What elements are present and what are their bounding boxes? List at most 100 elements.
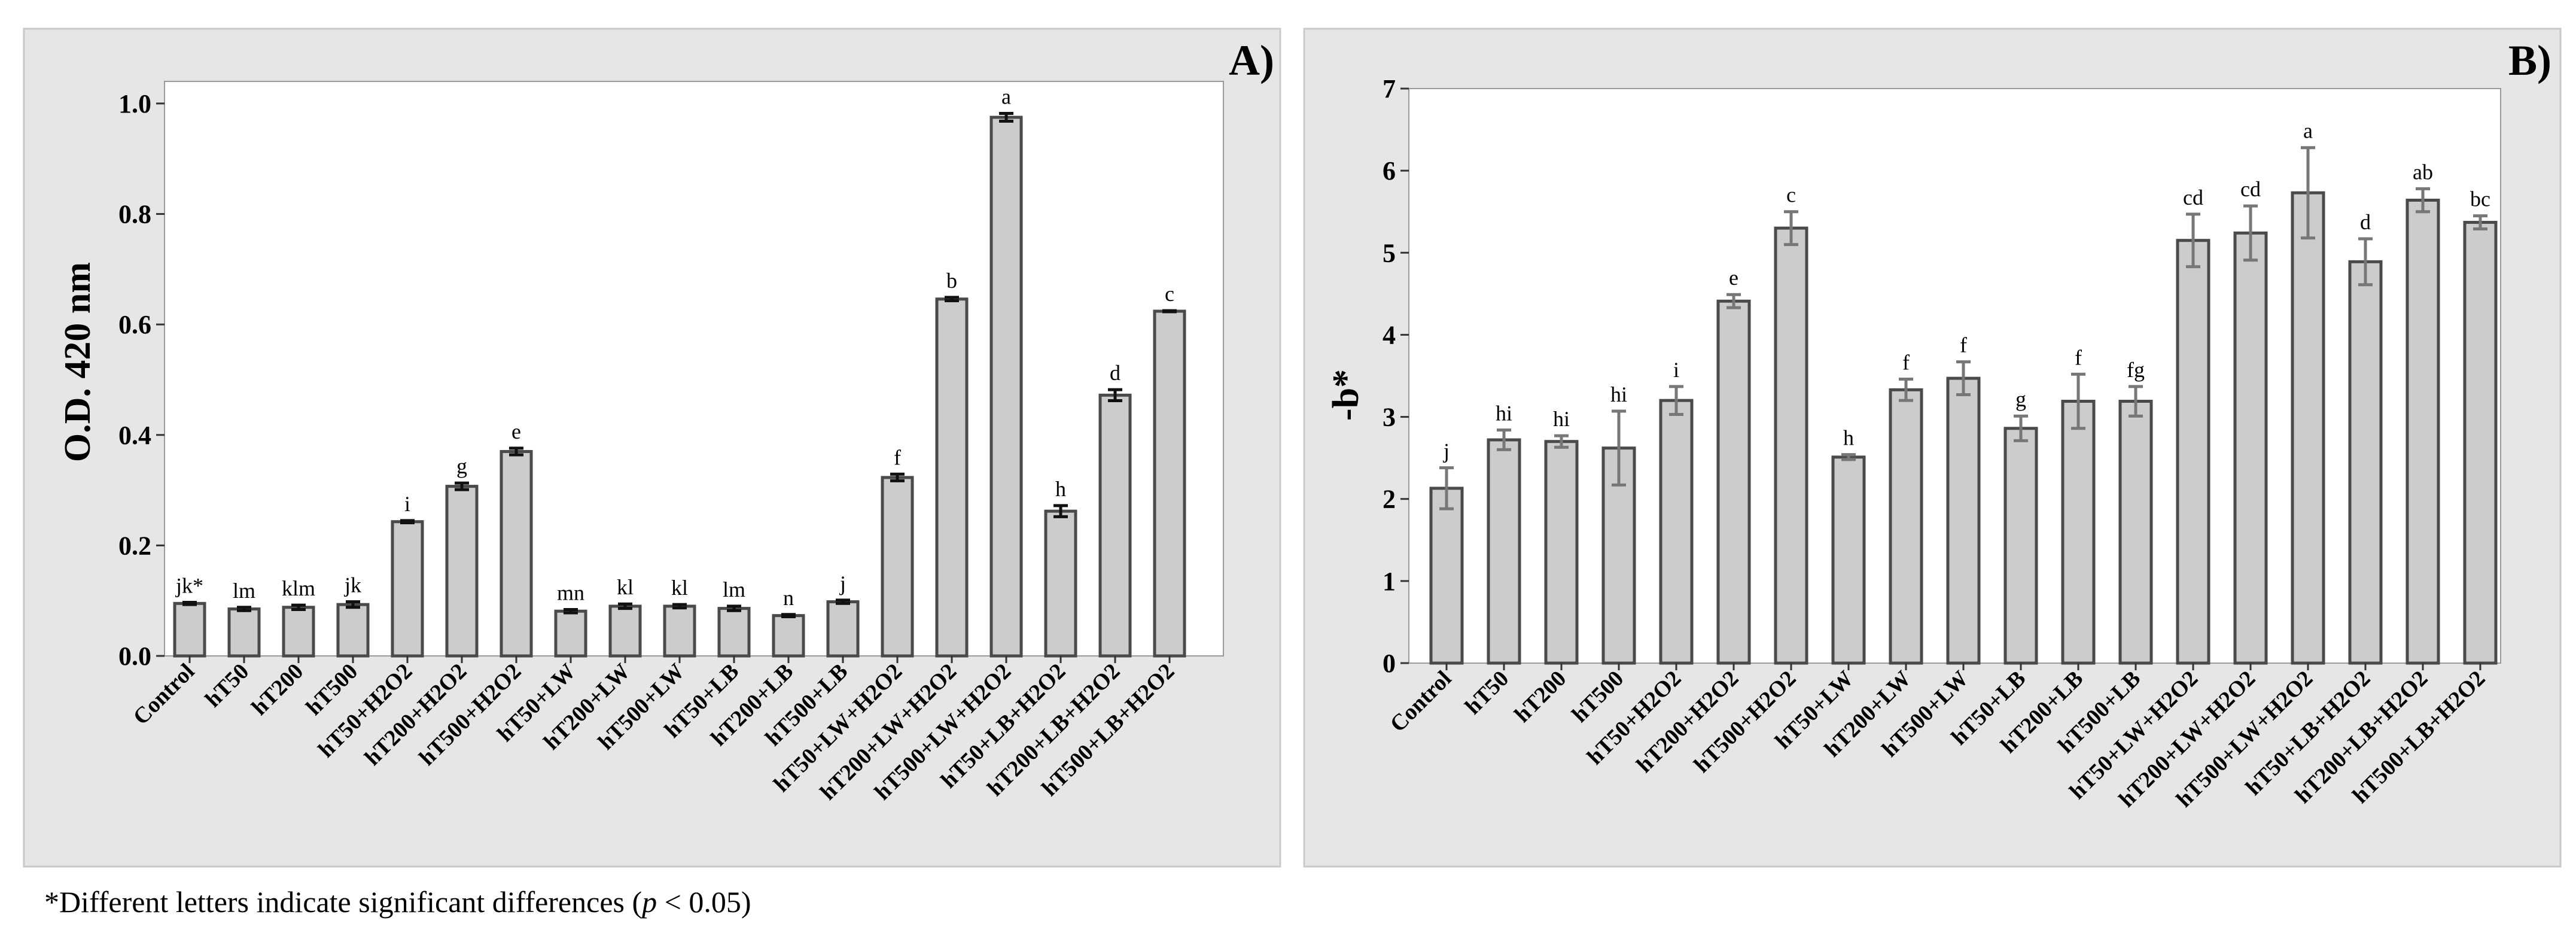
significance-letter: e — [511, 420, 521, 443]
significance-letter: d — [2360, 210, 2371, 234]
y-tick-label: 6 — [1383, 156, 1396, 186]
bar — [1487, 438, 1521, 665]
footnote-suffix: < 0.05) — [657, 885, 751, 919]
significance-letter: kl — [671, 576, 688, 600]
y-tick-label: 1 — [1383, 567, 1396, 596]
panel-b-y-axis-label: -b* — [1326, 369, 1366, 421]
significance-letter: e — [1729, 266, 1738, 290]
significance-letter: a — [2303, 119, 2313, 143]
bar — [554, 609, 587, 658]
significance-letter: f — [1902, 350, 1910, 374]
significance-letter: jk* — [175, 573, 203, 597]
significance-letter: jk — [343, 573, 361, 597]
significance-letter: hi — [1610, 382, 1627, 406]
panel-a: A) O.D. 420 nm 0.0 0.2 0.4 0.6 0.8 1.0 jk* lm k… — [23, 28, 1281, 868]
panel-b-y-ticks: 0 1 2 3 4 5 6 7 — [1383, 74, 1409, 678]
bar — [2348, 260, 2383, 665]
significance-letter: f — [894, 445, 901, 469]
bar — [445, 485, 479, 658]
significance-letter: n — [783, 586, 794, 610]
bar — [500, 449, 533, 658]
y-tick-label: 0 — [1383, 649, 1396, 678]
y-tick-label: 1.0 — [118, 89, 151, 118]
y-tick-label: 0.6 — [118, 310, 151, 339]
bar — [608, 604, 642, 658]
significance-letter: b — [946, 269, 957, 293]
bar — [2176, 239, 2210, 665]
bar — [989, 116, 1023, 658]
significance-letter: hi — [1553, 407, 1570, 431]
bar — [1098, 393, 1132, 658]
footnote-p: p — [642, 885, 657, 919]
bar — [1946, 376, 1981, 665]
bar — [881, 476, 914, 658]
significance-letter: h — [1843, 426, 1854, 450]
significance-letter: mn — [557, 581, 584, 604]
panel-a-error-bars — [182, 112, 1177, 618]
significance-letter: bc — [2470, 187, 2490, 211]
bar — [1044, 509, 1077, 658]
panel-b-bars — [1429, 191, 2498, 665]
y-tick-label: 3 — [1383, 403, 1396, 432]
panel-a-y-ticks: 0.0 0.2 0.4 0.6 0.8 1.0 — [118, 89, 165, 671]
significance-letter: hi — [1496, 402, 1512, 426]
significance-letter: klm — [282, 576, 315, 600]
bar — [826, 600, 860, 658]
significance-letter: cd — [2183, 186, 2203, 209]
panel-a-bars — [173, 116, 1186, 658]
significance-letter: fg — [2127, 358, 2145, 382]
significance-letter: j — [839, 572, 846, 595]
bar — [2233, 231, 2268, 665]
panel-b-error-bars — [1439, 146, 2487, 510]
footnote-prefix: *Different letters indicate significant … — [44, 885, 643, 919]
bar — [1544, 440, 1579, 665]
significance-letter: ab — [2413, 160, 2433, 184]
y-tick-label: 0.2 — [118, 531, 151, 560]
bar — [772, 614, 805, 658]
significance-letter: j — [1442, 439, 1450, 463]
bar — [1153, 309, 1186, 658]
significance-letter: f — [1960, 333, 1967, 357]
bar — [1429, 487, 1464, 665]
bar — [1774, 226, 1808, 665]
bar — [1659, 399, 1694, 665]
bar — [717, 607, 751, 658]
bar — [2406, 199, 2440, 665]
significance-letter: f — [2075, 345, 2082, 369]
panel-a-label: A) — [1229, 37, 1274, 84]
footnote: *Different letters indicate significant … — [44, 885, 751, 919]
significance-letter: g — [456, 454, 467, 478]
panel-b-label: B) — [2508, 37, 2551, 84]
significance-letter: i — [1673, 358, 1679, 382]
y-tick-label: 0.0 — [118, 642, 151, 671]
bar — [2118, 400, 2153, 665]
bar — [2061, 400, 2096, 665]
significance-letter: c — [1165, 282, 1174, 306]
y-tick-label: 5 — [1383, 238, 1396, 268]
bar — [1716, 299, 1751, 665]
significance-letter: kl — [617, 575, 634, 599]
bar — [2003, 427, 2038, 665]
bar — [1831, 455, 1866, 665]
significance-letter: a — [1001, 85, 1011, 109]
bar — [173, 601, 206, 658]
significance-letter: c — [1786, 183, 1796, 207]
significance-letter: lm — [233, 579, 255, 603]
significance-letter: d — [1110, 361, 1120, 385]
y-tick-label: 0.4 — [118, 421, 151, 450]
y-tick-label: 7 — [1383, 74, 1396, 104]
y-tick-label: 4 — [1383, 320, 1396, 350]
bar — [2463, 221, 2498, 665]
significance-letter: lm — [723, 578, 745, 601]
y-tick-label: 2 — [1383, 485, 1396, 514]
bar — [663, 604, 696, 658]
bar — [336, 603, 370, 658]
panel-a-y-axis-label: O.D. 420 nm — [57, 262, 98, 462]
significance-letter: g — [2015, 387, 2026, 411]
y-tick-label: 0.8 — [118, 200, 151, 229]
bar — [935, 297, 969, 658]
bar — [282, 606, 315, 658]
